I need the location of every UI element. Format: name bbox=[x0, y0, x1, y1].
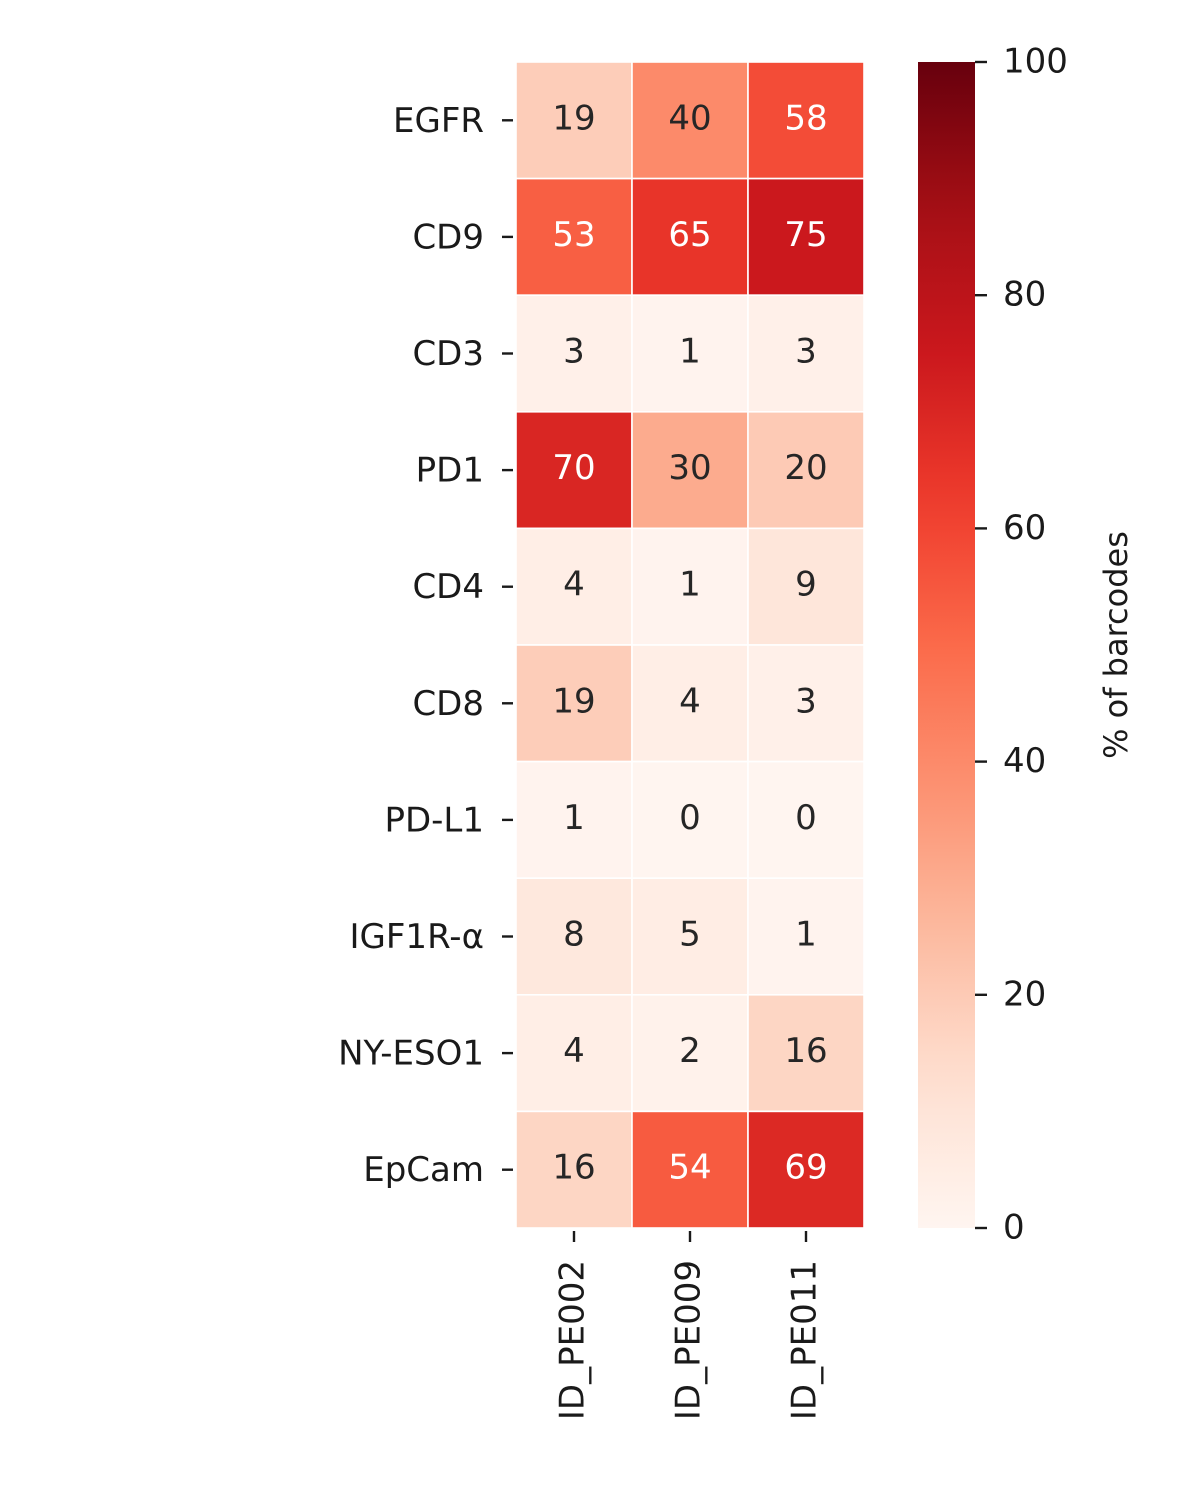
colorbar-gradient bbox=[918, 62, 975, 1228]
heatmap-cell bbox=[515, 760, 633, 879]
colorbar: % of barcodes 0 20 40 60 80 100 bbox=[918, 42, 1135, 1248]
heatmap-cell bbox=[515, 61, 633, 180]
heatmap-cell bbox=[515, 527, 633, 646]
cell-value-label: 5 bbox=[679, 915, 701, 955]
colorbar-tick-label: 60 bbox=[1003, 508, 1046, 548]
row-label: CD3 bbox=[412, 334, 484, 374]
cell-value-label: 1 bbox=[679, 565, 701, 605]
x-axis: ID_PE002 ID_PE009 ID_PE011 bbox=[553, 1231, 825, 1420]
cell-value-label: 4 bbox=[563, 565, 585, 605]
cell-value-label: 53 bbox=[552, 215, 595, 255]
heatmap-cell bbox=[631, 877, 749, 996]
colorbar-tick-label: 20 bbox=[1003, 974, 1046, 1014]
cell-value-label: 3 bbox=[795, 332, 817, 372]
row-label: EpCam bbox=[363, 1150, 484, 1190]
heatmap-cell bbox=[747, 877, 865, 996]
cell-value-label: 75 bbox=[784, 215, 827, 255]
heatmap-cell bbox=[515, 177, 633, 297]
cell-value-label: 8 bbox=[563, 915, 585, 955]
heatmap-cell bbox=[631, 61, 749, 180]
heatmap-cell bbox=[747, 177, 865, 297]
y-axis: EGFR CD9 CD3 PD1 CD4 CD8 PD-L1 IGF1R-α NY-ESO1 Ep… bbox=[338, 101, 513, 1190]
cell-value-label: 1 bbox=[795, 915, 817, 955]
heatmap-cells bbox=[515, 61, 865, 1229]
cell-value-label: 9 bbox=[795, 565, 817, 605]
cell-value-label: 4 bbox=[679, 681, 701, 721]
heatmap-cell bbox=[747, 993, 865, 1113]
cell-value-label: 40 bbox=[668, 98, 711, 138]
heatmap-cell bbox=[747, 410, 865, 530]
heatmap-cell bbox=[515, 1110, 633, 1229]
cell-value-label: 2 bbox=[679, 1031, 701, 1071]
cell-value-label: 1 bbox=[563, 798, 585, 838]
cell-value-label: 3 bbox=[563, 332, 585, 372]
colorbar-tick-label: 40 bbox=[1003, 741, 1046, 781]
cell-value-label: 19 bbox=[552, 681, 595, 721]
colorbar-tick-label: 80 bbox=[1003, 275, 1046, 315]
cell-value-label: 58 bbox=[784, 98, 827, 138]
cell-value-label: 4 bbox=[563, 1031, 585, 1071]
row-label: CD9 bbox=[412, 217, 484, 257]
heatmap-cell bbox=[631, 644, 749, 763]
cell-value-label: 16 bbox=[552, 1148, 595, 1188]
cell-value-label: 54 bbox=[668, 1148, 711, 1188]
row-label: NY-ESO1 bbox=[338, 1034, 484, 1074]
cell-value-label: 0 bbox=[679, 798, 701, 838]
row-label: PD-L1 bbox=[384, 800, 484, 840]
row-label: PD1 bbox=[416, 451, 484, 491]
colorbar-tick-label: 100 bbox=[1003, 42, 1068, 82]
cell-value-label: 0 bbox=[795, 798, 817, 838]
column-label: ID_PE002 bbox=[553, 1260, 593, 1420]
heatmap-cell bbox=[631, 177, 749, 297]
heatmap-cell bbox=[747, 1110, 865, 1229]
column-label: ID_PE011 bbox=[785, 1260, 825, 1420]
heatmap-cell bbox=[747, 527, 865, 646]
heatmap-cell bbox=[515, 993, 633, 1113]
cell-value-label: 65 bbox=[668, 215, 711, 255]
heatmap-cell bbox=[631, 760, 749, 879]
cell-value-label: 30 bbox=[668, 448, 711, 488]
cell-value-label: 70 bbox=[552, 448, 595, 488]
row-label: CD8 bbox=[412, 684, 484, 724]
heatmap-cell bbox=[631, 1110, 749, 1229]
cell-value-label: 16 bbox=[784, 1031, 827, 1071]
cell-value-label: 19 bbox=[552, 98, 595, 138]
heatmap-cell bbox=[515, 410, 633, 530]
row-label: EGFR bbox=[393, 101, 484, 141]
heatmap-cell bbox=[631, 527, 749, 646]
row-label: IGF1R-α bbox=[350, 917, 485, 957]
cell-value-label: 3 bbox=[795, 681, 817, 721]
cell-value-label: 1 bbox=[679, 332, 701, 372]
colorbar-tick-label: 0 bbox=[1003, 1208, 1025, 1248]
colorbar-label: % of barcodes bbox=[1097, 531, 1135, 759]
heatmap-cell bbox=[747, 61, 865, 180]
column-label: ID_PE009 bbox=[669, 1260, 709, 1420]
heatmap-cell bbox=[515, 877, 633, 996]
heatmap-cell bbox=[747, 760, 865, 879]
cell-value-label: 69 bbox=[784, 1148, 827, 1188]
heatmap-cell bbox=[515, 644, 633, 763]
heatmap-cell bbox=[631, 294, 749, 413]
row-label: CD4 bbox=[412, 567, 484, 607]
heatmap-cell bbox=[747, 644, 865, 763]
cell-value-label: 20 bbox=[784, 448, 827, 488]
